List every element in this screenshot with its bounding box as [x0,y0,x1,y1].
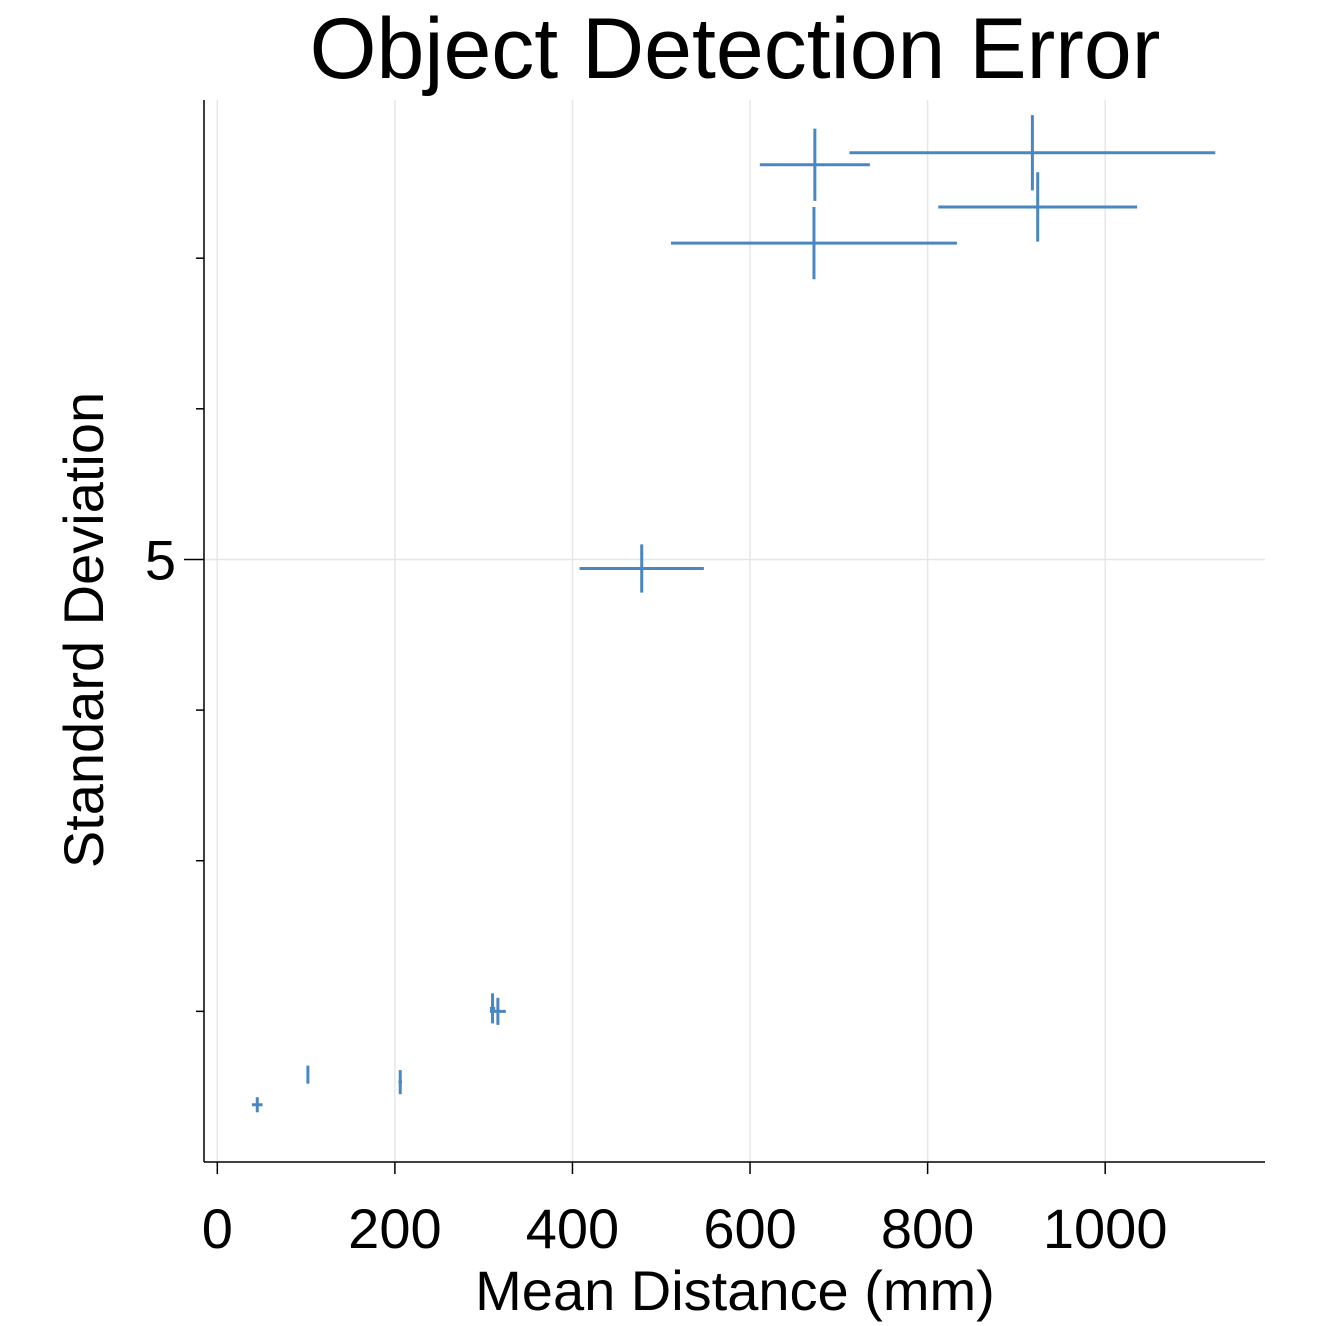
data-point-4 [489,993,496,1024]
data-point-7 [759,128,870,201]
grid-lines [204,100,1265,1162]
x-tick-label-600: 600 [703,1197,796,1260]
data-point-1 [251,1097,263,1113]
chart-title: Object Detection Error [310,1,1161,97]
data-point-9 [938,172,1138,242]
axes [203,100,1265,1163]
x-tick-label-400: 400 [526,1197,619,1260]
data-point-8 [849,115,1216,191]
data-points [251,115,1216,1113]
data-point-3 [398,1070,402,1095]
y-tick-label-5: 5 [145,528,176,591]
x-tick-label-0: 0 [202,1197,233,1260]
x-axis-label: Mean Distance (mm) [475,1259,995,1322]
y-axis-label: Standard Deviation [52,392,115,868]
x-tick-label-200: 200 [348,1197,441,1260]
tick-marks: 0 200 400 600 800 1000 5 [145,257,1168,1260]
data-point-5 [489,997,506,1025]
x-tick-label-800: 800 [881,1197,974,1260]
data-point-10 [671,206,957,280]
data-point-6 [579,544,704,593]
x-tick-label-1000: 1000 [1043,1197,1168,1260]
data-point-2 [306,1065,310,1084]
